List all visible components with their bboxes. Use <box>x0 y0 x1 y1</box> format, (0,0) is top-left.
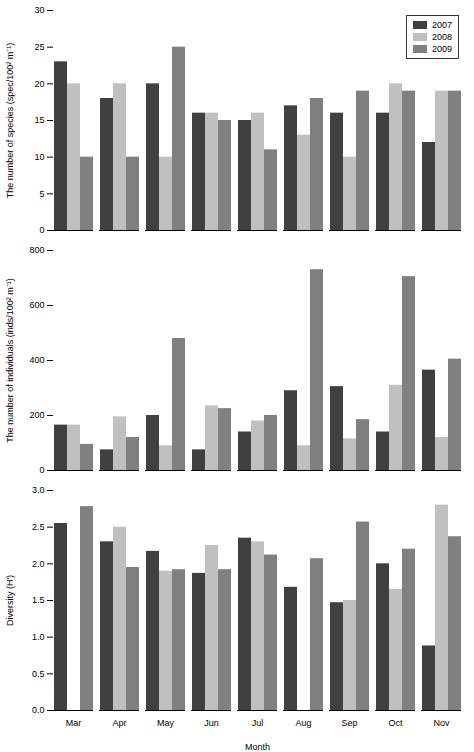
svg-text:Oct: Oct <box>388 718 403 728</box>
svg-text:0: 0 <box>39 225 44 235</box>
svg-text:Sep: Sep <box>341 718 357 728</box>
svg-text:0.0: 0.0 <box>32 705 45 715</box>
svg-text:Mar: Mar <box>66 718 82 728</box>
svg-text:30: 30 <box>34 5 44 15</box>
svg-text:Aug: Aug <box>295 718 311 728</box>
svg-text:25: 25 <box>34 42 44 52</box>
svg-text:2.5: 2.5 <box>32 522 45 532</box>
svg-text:Jul: Jul <box>252 718 264 728</box>
svg-text:600: 600 <box>29 300 44 310</box>
svg-text:5: 5 <box>39 189 44 199</box>
svg-text:200: 200 <box>29 410 44 420</box>
svg-text:Diversity (H'): Diversity (H') <box>5 575 15 626</box>
svg-text:1.0: 1.0 <box>32 632 45 642</box>
svg-text:Apr: Apr <box>112 718 126 728</box>
svg-text:1.5: 1.5 <box>32 595 45 605</box>
svg-text:10: 10 <box>34 152 44 162</box>
svg-text:15: 15 <box>34 115 44 125</box>
svg-text:800: 800 <box>29 245 44 255</box>
svg-text:0.5: 0.5 <box>32 669 45 679</box>
svg-text:Month: Month <box>245 742 270 752</box>
svg-text:400: 400 <box>29 355 44 365</box>
svg-text:Nov: Nov <box>433 718 450 728</box>
svg-text:May: May <box>157 718 175 728</box>
html-text:2009: 2009 <box>432 44 452 54</box>
svg-text:The number of species (spec/10: The number of species (spec/100² m⁻¹) <box>5 43 15 199</box>
html-text:2008: 2008 <box>432 32 452 42</box>
svg-text:2.0: 2.0 <box>32 559 45 569</box>
svg-text:3.0: 3.0 <box>32 485 45 495</box>
svg-text:0: 0 <box>39 465 44 475</box>
svg-text:The number of individuals (ind: The number of individuals (inds/100² m⁻¹… <box>5 278 15 443</box>
svg-text:20: 20 <box>34 79 44 89</box>
html-text:2007: 2007 <box>432 20 452 30</box>
svg-text:Jun: Jun <box>204 718 219 728</box>
